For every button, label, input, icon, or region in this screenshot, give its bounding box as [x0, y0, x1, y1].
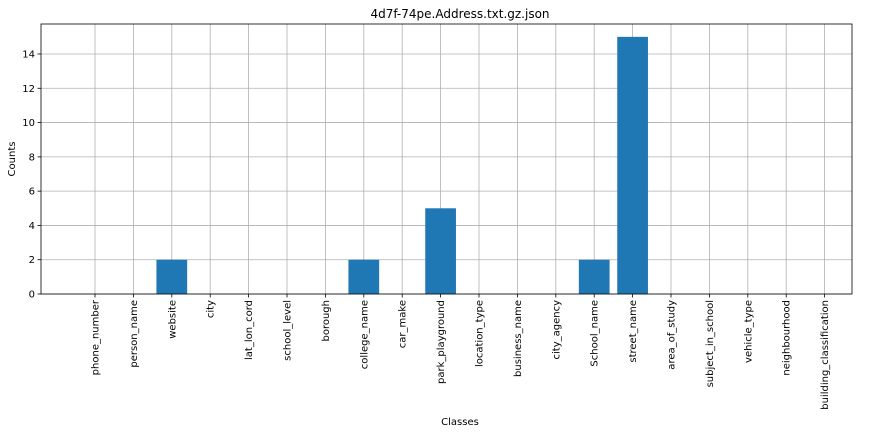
axes-frame — [40, 23, 853, 295]
x-tick-label-neighbourhood: neighbourhood — [782, 300, 793, 376]
y-axis-ticks: 0 2 4 6 8 10 12 14 — [22, 50, 41, 301]
y-tick-label: 0 — [29, 290, 35, 301]
x-tick-label-city: city — [206, 300, 217, 318]
x-tick-label-lat_lon_cord: lat_lon_cord — [244, 300, 255, 360]
x-tick-label-building_classification: building_classification — [820, 300, 831, 410]
chart-title: 4d7f-74pe.Address.txt.gz.json — [370, 7, 549, 21]
x-tick-label-School_name: School_name — [590, 300, 601, 367]
x-tick-label-business_name: business_name — [513, 300, 524, 377]
y-tick-label: 10 — [22, 118, 35, 129]
x-tick-label-person_name: person_name — [129, 300, 140, 368]
x-tick-label-location_type: location_type — [475, 300, 486, 367]
y-tick-label: 4 — [29, 221, 35, 232]
bars — [156, 36, 648, 294]
y-tick-label: 6 — [29, 187, 35, 198]
bar-park_playground — [425, 208, 456, 294]
grid-lines — [41, 24, 852, 295]
x-axis-label: Classes — [441, 417, 479, 428]
x-tick-label-website: website — [167, 300, 178, 339]
x-tick-label-subject_in_school: subject_in_school — [705, 300, 716, 387]
x-axis-ticks: phone_number person_name website city lat_lo… — [91, 294, 831, 410]
x-tick-label-street_name: street_name — [628, 300, 639, 363]
x-tick-label-school_level: school_level — [283, 300, 294, 361]
bar-college_name — [348, 259, 380, 294]
x-tick-label-area_of_study: area_of_study — [667, 300, 678, 370]
y-tick-label: 8 — [29, 152, 35, 163]
x-tick-label-car_make: car_make — [398, 300, 409, 348]
bar-website — [156, 259, 188, 294]
x-tick-label-borough: borough — [321, 300, 332, 342]
axes-border — [40, 23, 853, 295]
y-tick-label: 12 — [22, 84, 35, 95]
y-tick-label: 14 — [22, 50, 35, 61]
x-tick-label-phone_number: phone_number — [91, 299, 102, 375]
x-tick-label-city_agency: city_agency — [551, 300, 562, 360]
y-axis-label: Counts — [7, 142, 18, 177]
x-tick-label-college_name: college_name — [359, 300, 370, 369]
x-tick-label-vehicle_type: vehicle_type — [743, 300, 754, 363]
bar-street_name — [617, 36, 648, 294]
bar-School_name — [578, 259, 610, 294]
y-tick-label: 2 — [29, 255, 35, 266]
x-tick-label-park_playground: park_playground — [436, 300, 447, 384]
